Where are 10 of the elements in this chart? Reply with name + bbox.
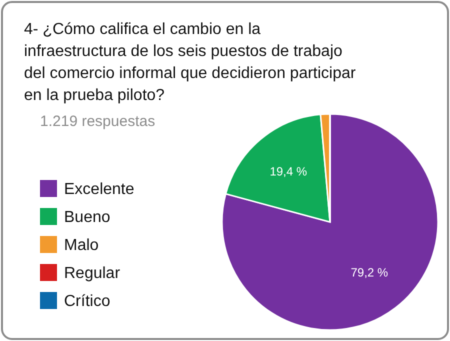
legend-label: Regular <box>64 265 121 282</box>
legend-label: Malo <box>64 237 99 254</box>
pie-slice <box>221 113 439 331</box>
legend-label: Crítico <box>64 293 110 310</box>
chart-subtitle: 1.219 respuestas <box>40 113 156 130</box>
legend-label: Bueno <box>64 209 110 226</box>
chart-title: 4- ¿Cómo califica el cambio en la infraestructura de los seis puestos de trabajo del comercio informal que decidieron participar en la prueba piloto? <box>24 21 356 104</box>
legend-label: Excelente <box>64 181 134 198</box>
data-label: 19,4 % <box>270 164 308 179</box>
data-label: 79,2 % <box>350 266 388 280</box>
